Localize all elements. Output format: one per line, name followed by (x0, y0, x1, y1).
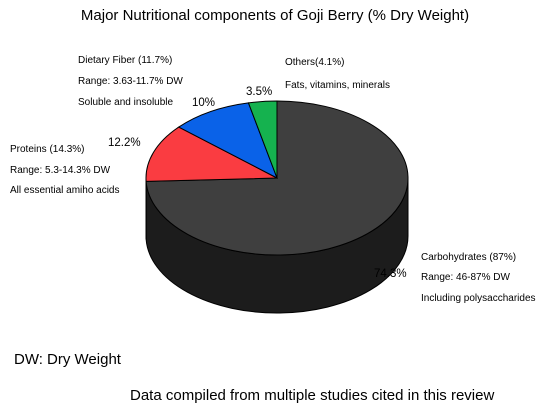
pie-slices (145, 100, 409, 314)
others-slice (247, 100, 278, 179)
others-annotation-line: Fats, vitamins, minerals (285, 80, 390, 91)
carbohydrates-value-label: 74.3% (374, 268, 407, 280)
dietary-fiber-value-label: 10% (192, 97, 215, 109)
others-value-label: 3.5% (246, 86, 272, 98)
proteins-annotation-line: Proteins (14.3%) (10, 144, 84, 155)
proteins-annotation-line: All essential amiho acids (10, 185, 120, 196)
carbohydrates-annotation-line: Range: 46-87% DW (421, 272, 510, 283)
dietary-fiber-annotation-line: Range: 3.63-11.7% DW (78, 76, 183, 87)
others-annotation-line: Others(4.1%) (285, 57, 344, 68)
proteins-value-label: 12.2% (108, 137, 141, 149)
source-note: Data compiled from multiple studies cite… (130, 387, 494, 404)
proteins-annotation: Proteins (14.3%) Range: 5.3-14.3% DW All… (10, 144, 120, 196)
proteins-slice (145, 126, 278, 182)
others-annotation: Others(4.1%) Fats, vitamins, minerals (285, 57, 390, 91)
carbohydrates-annotation-line: Carbohydrates (87%) (421, 252, 516, 263)
dietary-fiber-annotation-line: Dietary Fiber (11.7%) (78, 55, 172, 66)
abbreviation-note: DW: Dry Weight (14, 351, 122, 368)
dietary-fiber-slice (177, 102, 278, 180)
proteins-annotation-line: Range: 5.3-14.3% DW (10, 165, 111, 176)
chart-title: Major Nutritional components of Goji Ber… (81, 7, 469, 24)
carbohydrates-annotation: Carbohydrates (87%) Range: 46-87% DW Inc… (421, 252, 536, 304)
dietary-fiber-annotation-line: Soluble and insoluble (78, 97, 174, 108)
dietary-fiber-annotation: Dietary Fiber (11.7%) Range: 3.63-11.7% … (78, 55, 183, 108)
carbohydrates-annotation-line: Including polysaccharides (421, 293, 536, 304)
